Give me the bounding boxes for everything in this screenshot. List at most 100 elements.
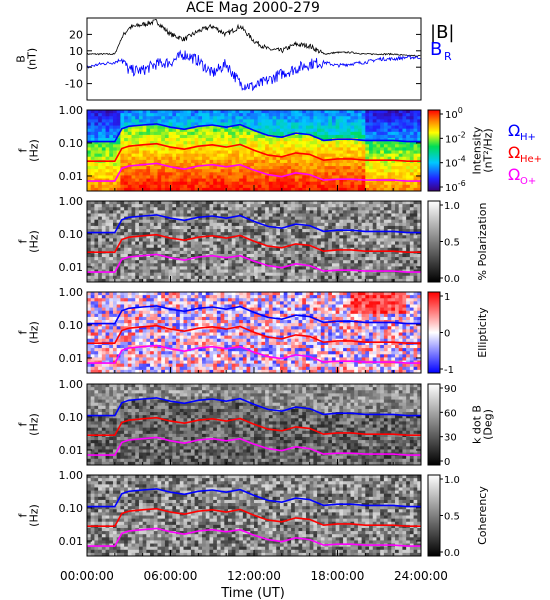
heatmap-cell	[246, 169, 251, 173]
heatmap-cell	[272, 272, 277, 277]
heatmap-cell	[164, 150, 170, 155]
heatmap-cell	[413, 125, 418, 130]
heatmap-cell	[176, 266, 181, 270]
heatmap-cell	[142, 175, 147, 179]
heatmap-cell	[198, 159, 203, 164]
heatmap-cell	[335, 216, 340, 221]
heatmap-cell	[157, 110, 162, 114]
heatmap-cell	[90, 153, 95, 158]
heatmap-cell	[413, 184, 418, 189]
heatmap-cell	[242, 253, 247, 258]
heatmap-cell	[105, 301, 110, 305]
heatmap-cell	[357, 201, 363, 205]
heatmap-cell	[357, 253, 363, 258]
heatmap-cell	[272, 269, 277, 274]
heatmap-cell	[213, 141, 218, 145]
heatmap-cell	[398, 187, 403, 192]
heatmap-cell	[305, 210, 311, 214]
heatmap-cell	[320, 172, 325, 176]
heatmap-cell	[164, 128, 170, 133]
heatmap-cell	[142, 128, 147, 133]
heatmap-cell	[317, 253, 322, 258]
heatmap-cell	[298, 119, 303, 123]
heatmap-cell	[153, 178, 158, 183]
heatmap-cell	[261, 113, 266, 117]
heatmap-cell	[224, 250, 229, 255]
heatmap-cell	[187, 122, 192, 126]
heatmap-cell	[365, 144, 370, 148]
heatmap-cell	[242, 278, 247, 283]
heatmap-cell	[335, 178, 340, 183]
heatmap-cell	[216, 119, 221, 123]
heatmap-cell	[298, 166, 303, 170]
heatmap-cell	[109, 122, 114, 126]
colorbar-tick-label: 100	[445, 106, 463, 121]
heatmap-cell	[135, 187, 140, 192]
heatmap-cell	[124, 269, 129, 274]
heatmap-cell	[239, 141, 244, 145]
heatmap-cell	[120, 187, 125, 192]
heatmap-cell	[354, 225, 359, 230]
heatmap-cell	[164, 116, 170, 120]
heatmap-cell	[161, 138, 166, 142]
heatmap-cell	[335, 181, 340, 186]
heatmap-cell	[272, 235, 277, 239]
heatmap-cell	[257, 207, 262, 211]
heatmap-cell	[305, 229, 311, 233]
heatmap-cell	[291, 156, 296, 161]
heatmap-cell	[161, 153, 166, 158]
heatmap-cell	[190, 219, 196, 224]
heatmap-cell	[302, 128, 307, 133]
heatmap-cell	[228, 232, 233, 236]
heatmap-cell	[398, 260, 403, 264]
heatmap-cell	[127, 172, 132, 176]
heatmap-cell	[153, 222, 158, 227]
heatmap-cell	[235, 247, 240, 252]
heatmap-cell	[94, 338, 99, 343]
heatmap-cell	[257, 122, 262, 126]
heatmap-cell	[231, 156, 236, 161]
heatmap-cell	[339, 147, 344, 151]
heatmap-cell	[105, 272, 110, 277]
heatmap-cell	[276, 138, 281, 142]
heatmap-cell	[98, 235, 103, 239]
heatmap-cell	[335, 166, 340, 170]
heatmap-cell	[413, 175, 418, 179]
heatmap-cell	[135, 147, 140, 151]
heatmap-cell	[369, 260, 374, 264]
heatmap-cell	[239, 144, 244, 148]
heatmap-cell	[387, 244, 392, 249]
heatmap-cell	[291, 250, 296, 255]
heatmap-cell	[409, 141, 414, 145]
heatmap-cell	[339, 204, 344, 208]
heatmap-cell	[287, 131, 292, 136]
heatmap-cell	[112, 332, 118, 337]
heatmap-cell	[380, 257, 385, 261]
heatmap-cell	[413, 210, 418, 214]
heatmap-cell	[87, 307, 92, 312]
heatmap-cell	[365, 272, 370, 277]
heatmap-cell	[380, 175, 385, 179]
heatmap-cell	[387, 150, 392, 155]
heatmap-cell	[231, 134, 236, 139]
heatmap-cell	[109, 363, 114, 368]
heatmap-cell	[202, 219, 207, 224]
heatmap-cell	[242, 128, 247, 133]
heatmap-cell	[205, 128, 210, 133]
heatmap-cell	[265, 128, 270, 133]
heatmap-cell	[209, 153, 214, 158]
heatmap-cell	[153, 257, 158, 261]
heatmap-cell	[187, 147, 192, 151]
heatmap-cell	[172, 122, 177, 126]
heatmap-cell	[150, 216, 155, 221]
heatmap-cell	[320, 225, 325, 230]
heatmap-cell	[87, 116, 92, 120]
heatmap-cell	[202, 241, 207, 246]
heatmap-cell	[287, 241, 292, 246]
heatmap-cell	[209, 141, 214, 145]
heatmap-cell	[294, 278, 299, 283]
heatmap-cell	[409, 122, 414, 126]
heatmap-cell	[413, 110, 418, 114]
heatmap-cell	[283, 269, 288, 274]
colorbar-tick-label: 1.0	[444, 201, 460, 212]
